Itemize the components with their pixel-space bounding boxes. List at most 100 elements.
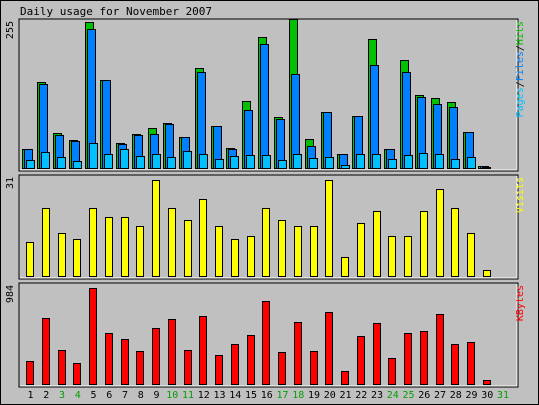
bar-visits-15 [247, 236, 255, 277]
bar-visits-1 [26, 242, 34, 277]
x-tick-label: 10 [166, 390, 178, 401]
bar-pages-26 [419, 153, 428, 169]
bar-pages-25 [404, 155, 413, 169]
x-tick-label: 19 [308, 390, 320, 401]
bar-kbytes-15 [247, 335, 255, 385]
x-tick-label: 28 [450, 390, 462, 401]
bar-visits-20 [325, 180, 333, 277]
bar-visits-16 [262, 208, 270, 277]
bar-kbytes-27 [436, 314, 444, 385]
bar-visits-26 [420, 211, 428, 277]
x-tick-label: 4 [75, 390, 81, 401]
bar-visits-10 [168, 208, 176, 277]
bar-kbytes-2 [42, 318, 50, 385]
bar-visits-6 [105, 217, 113, 277]
bar-pages-11 [183, 151, 192, 169]
bar-visits-17 [278, 220, 286, 277]
x-tick-label: 1 [27, 390, 33, 401]
bar-visits-27 [436, 189, 444, 277]
bar-kbytes-19 [310, 351, 318, 385]
bar-kbytes-30 [483, 380, 491, 385]
x-axis-labels: 1 2 3 4 5 6 7 8 9 10 11 12 13 14 15 16 17 18 19 20 21 22 23 24 2… [27, 390, 509, 401]
bar-pages-20 [325, 157, 334, 169]
panel-kbytes: 984 KBytes [5, 282, 526, 388]
bar-kbytes-25 [404, 333, 412, 385]
bar-files-23 [370, 65, 379, 169]
x-tick-label: 30 [481, 390, 493, 401]
bar-kbytes-17 [278, 352, 286, 385]
x-tick-label: 24 [387, 390, 399, 401]
bar-visits-22 [357, 223, 365, 277]
bar-visits-24 [388, 236, 396, 277]
bar-kbytes-12 [199, 316, 207, 385]
bar-pages-23 [372, 154, 381, 169]
legend-label-part: Files [515, 51, 526, 81]
x-tick-label: 15 [245, 390, 257, 401]
x-tick-label: 8 [138, 390, 144, 401]
panel-visits: 31 Visits [5, 174, 526, 280]
x-tick-label: 13 [213, 390, 225, 401]
bar-kbytes-4 [73, 363, 81, 385]
legend-label-part: KBytes [515, 285, 526, 321]
bar-pages-5 [89, 143, 98, 169]
bar-kbytes-16 [262, 301, 270, 385]
x-tick-label: 14 [229, 390, 241, 401]
bar-pages-24 [388, 159, 397, 169]
bar-pages-4 [73, 161, 82, 169]
bar-visits-12 [199, 199, 207, 277]
bar-pages-14 [230, 156, 239, 169]
bar-visits-7 [121, 217, 129, 277]
bar-kbytes-6 [105, 333, 113, 385]
bar-pages-13 [215, 159, 224, 169]
bar-files-16 [260, 44, 269, 169]
bar-pages-12 [199, 154, 208, 169]
bar-pages-6 [104, 154, 113, 169]
bar-kbytes-9 [152, 328, 160, 385]
bar-pages-2 [41, 152, 50, 169]
bar-kbytes-26 [420, 331, 428, 385]
x-tick-label: 17 [276, 390, 288, 401]
legend-label: KBytes [515, 285, 526, 321]
bar-visits-23 [373, 211, 381, 277]
bar-kbytes-10 [168, 319, 176, 385]
bar-visits-25 [404, 236, 412, 277]
bar-visits-29 [467, 233, 475, 277]
bar-kbytes-3 [58, 350, 66, 385]
legend-label: Pages/Files/Hits [515, 21, 526, 117]
bar-visits-11 [184, 220, 192, 277]
bar-pages-28 [451, 159, 460, 169]
x-tick-label: 3 [59, 390, 65, 401]
bar-pages-21 [341, 165, 350, 169]
x-tick-label: 7 [122, 390, 128, 401]
bar-visits-5 [89, 208, 97, 277]
bar-pages-10 [167, 157, 176, 169]
max-value-label: 984 [5, 285, 16, 303]
bar-visits-14 [231, 239, 239, 277]
bar-visits-28 [451, 208, 459, 277]
bar-kbytes-23 [373, 323, 381, 385]
x-tick-label: 29 [465, 390, 477, 401]
max-value-label: 31 [5, 177, 16, 189]
x-tick-label: 11 [182, 390, 194, 401]
x-tick-label: 18 [292, 390, 304, 401]
legend-label-part: / [515, 81, 526, 87]
bar-kbytes-14 [231, 344, 239, 385]
legend-label-part: Pages [515, 87, 526, 117]
legend-label-part: Hits [515, 21, 526, 45]
legend-label-part: Visits [515, 177, 526, 213]
bar-visits-9 [152, 180, 160, 277]
x-tick-label: 22 [355, 390, 367, 401]
legend-label-part: / [515, 45, 526, 51]
bar-visits-8 [136, 226, 144, 277]
bar-pages-27 [435, 154, 444, 169]
bar-pages-3 [57, 157, 66, 169]
bar-kbytes-24 [388, 358, 396, 385]
bar-pages-15 [246, 155, 255, 169]
x-tick-label: 26 [418, 390, 430, 401]
bar-visits-13 [215, 226, 223, 277]
bar-kbytes-5 [89, 288, 97, 385]
x-tick-label: 20 [324, 390, 336, 401]
x-tick-label: 2 [43, 390, 49, 401]
